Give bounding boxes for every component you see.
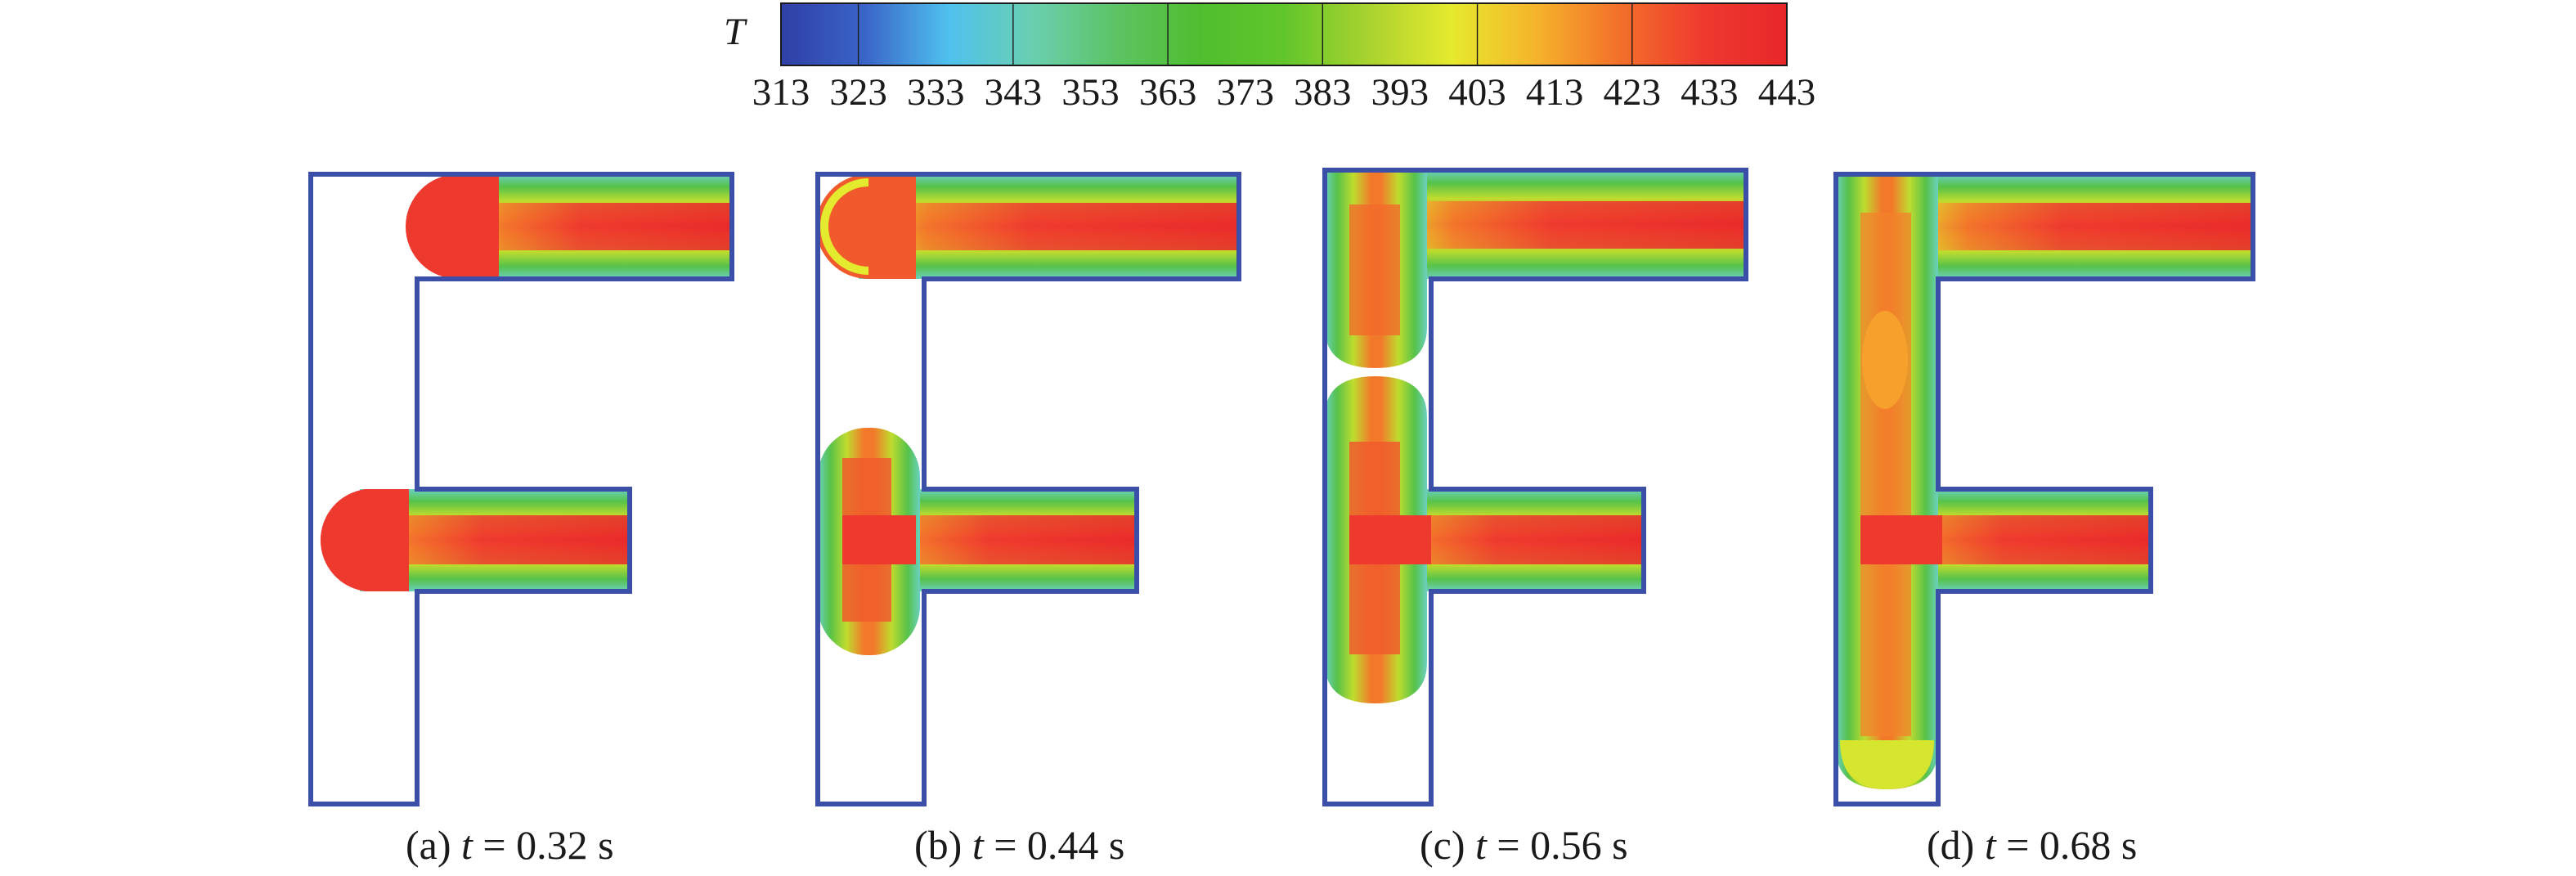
- colorbar-tick-label: 313: [752, 71, 810, 114]
- panel-d-temperature-field: [1836, 174, 2253, 789]
- panel-a: [308, 172, 734, 806]
- colorbar-tick-label: 443: [1758, 71, 1816, 114]
- colorbar-tick-label: 333: [907, 71, 965, 114]
- colorbar-tick-labels: 313 323 333 343 353 363 373 383 393 403 413 423 433 4…: [752, 71, 1816, 114]
- colorbar-tick-label: 433: [1681, 71, 1739, 114]
- panel-a-temperature-field: [320, 174, 732, 591]
- colorbar-tick-label: 323: [829, 71, 887, 114]
- temperature-colorbar: T 313 323 333 343 353 363 373 383 393 403 413 423 43…: [724, 2, 1816, 114]
- panel-c-caption: (c) t = 0.56 s: [1420, 822, 1628, 868]
- panel-d: [1833, 172, 2255, 806]
- colorbar-tick-label: 423: [1604, 71, 1662, 114]
- panel-c-mold-outline: [1322, 168, 1748, 806]
- panel-d-mold-outline: [1833, 172, 2255, 806]
- panel-b-temperature-field: [816, 174, 1239, 655]
- colorbar-tick-label: 343: [985, 71, 1043, 114]
- colorbar-variable-label: T: [724, 11, 747, 53]
- panel-a-caption: (a) t = 0.32 s: [406, 822, 614, 868]
- panel-b: [815, 172, 1241, 806]
- panel-a-mold-outline: [308, 172, 734, 806]
- colorbar-tick-label: 383: [1294, 71, 1352, 114]
- colorbar-scale: [780, 2, 1788, 66]
- colorbar-segment-lines: [857, 3, 1633, 65]
- panel-b-caption: (b) t = 0.44 s: [914, 822, 1124, 868]
- colorbar-tick-label: 413: [1526, 71, 1584, 114]
- panel-c: [1322, 168, 1748, 806]
- colorbar-tick-label: 403: [1448, 71, 1506, 114]
- panel-d-caption: (d) t = 0.68 s: [1927, 822, 2137, 868]
- panel-b-mold-outline: [815, 172, 1241, 806]
- colorbar-tick-label: 363: [1139, 71, 1197, 114]
- panel-c-temperature-field: [1325, 170, 1746, 703]
- colorbar-tick-label: 353: [1061, 71, 1120, 114]
- colorbar-tick-label: 393: [1371, 71, 1429, 114]
- colorbar-tick-label: 373: [1216, 71, 1274, 114]
